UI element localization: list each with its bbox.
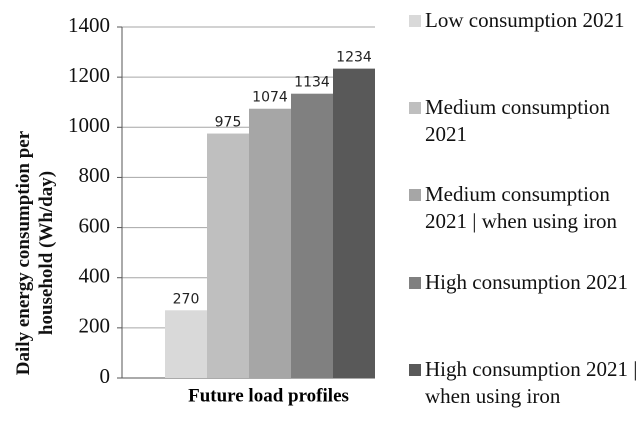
legend-label: Medium consumption 2021 [425,95,610,146]
y-tick-label: 1200 [68,63,110,87]
bar [207,133,250,378]
y-tick-label: 1400 [68,13,110,37]
data-label: 1134 [294,75,330,91]
legend-label: Medium consumption 2021 | when using iro… [425,182,618,233]
y-tick-label: 0 [100,364,111,388]
legend-label: High consumption 2021 | when using iron [425,357,638,408]
y-tick-label: 400 [79,264,111,288]
y-tick-label: 1000 [68,113,110,137]
bar [249,108,292,379]
data-label: 270 [173,291,200,307]
y-tick-label: 200 [79,314,111,338]
data-label: 975 [215,115,242,131]
legend-swatch [409,15,421,27]
data-label: 1234 [336,50,372,66]
bar [291,93,334,378]
data-label: 1074 [252,90,288,106]
y-tick-label: 800 [79,163,111,187]
legend-swatch [409,364,421,376]
legend-swatch [409,189,421,201]
legend-swatch [409,277,421,289]
x-tick-label: Future load profiles [188,385,349,406]
bar [165,310,208,378]
legend-swatch [409,102,421,114]
legend-label: Low consumption 2021 [425,8,625,32]
legend-label: High consumption 2021 [425,270,628,294]
y-axis-title: Daily energy consumption per household (… [13,130,57,376]
y-tick-label: 600 [79,213,111,237]
bar [333,68,375,379]
